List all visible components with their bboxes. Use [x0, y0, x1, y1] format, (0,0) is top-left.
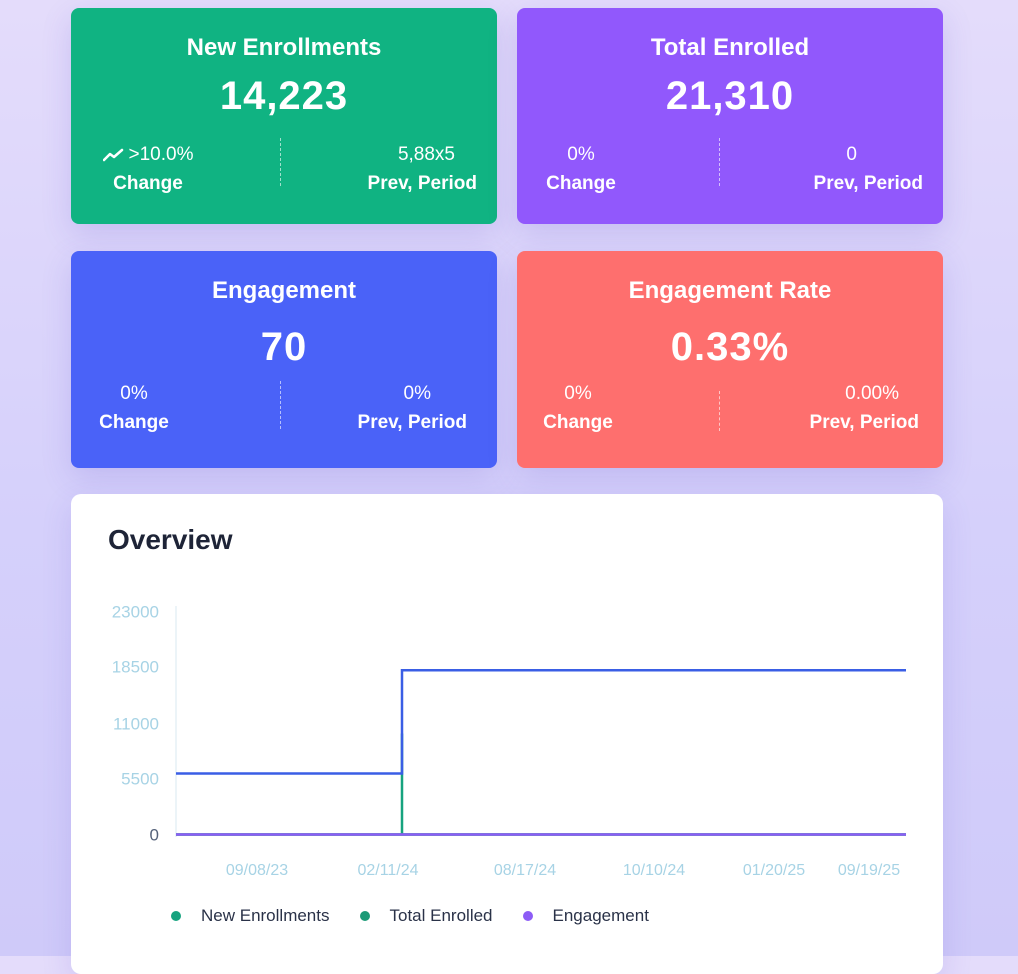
change-value: 0%: [120, 383, 148, 404]
card-value: 70: [260, 325, 308, 369]
change-label: Change: [543, 412, 613, 433]
change-stat: >10.0% Change: [71, 140, 225, 198]
prev-label: Prev, Period: [367, 173, 477, 194]
prev-value: 0%: [403, 383, 431, 404]
change-value: >10.0%: [128, 144, 194, 165]
y-tick-label: 0: [150, 826, 159, 845]
card-value: 21,310: [665, 74, 795, 118]
divider: [719, 138, 720, 186]
prev-label: Prev, Period: [357, 412, 467, 433]
card-title: New Enrollments: [186, 34, 382, 61]
series-line-blue-line: [176, 669, 906, 775]
card-value: 0.33%: [670, 325, 790, 369]
prev-period-stat: 0 Prev, Period: [743, 140, 923, 198]
x-tick-label: 09/19/25: [838, 862, 900, 879]
y-tick-label: 11000: [113, 715, 159, 734]
trend-up-icon: [102, 148, 123, 162]
legend-item[interactable]: Engagement: [522, 906, 649, 926]
change-label: Change: [546, 173, 616, 194]
y-tick-label: 23000: [112, 603, 159, 622]
legend-dot: [359, 911, 370, 921]
divider: [280, 381, 281, 429]
prev-value: 0: [846, 144, 857, 165]
change-label: Change: [99, 412, 169, 433]
x-tick-label: 09/08/23: [226, 862, 288, 879]
prev-value: 0.00%: [845, 383, 899, 404]
engagement-rate-card: Engagement Rate 0.33% 0% Change 0.00% Pr…: [517, 251, 943, 468]
card-title: Engagement Rate: [628, 277, 832, 304]
overview-chart: 0 5500 11000 18500 23000 09/08/23 02/11/24 08/1…: [112, 603, 906, 879]
card-title: Total Enrolled: [650, 34, 810, 61]
y-tick-label: 18500: [112, 658, 159, 677]
legend-label: Total Enrolled: [389, 906, 493, 925]
change-stat: 0% Change: [517, 140, 645, 198]
x-tick-label: 01/20/25: [743, 862, 805, 879]
new-enrollments-card: New Enrollments 14,223 >10.0% Change 5,8…: [71, 8, 497, 224]
prev-period-stat: 0% Prev, Period: [287, 379, 467, 437]
legend-item[interactable]: Total Enrolled: [359, 906, 493, 926]
change-value: 0%: [564, 383, 592, 404]
y-tick-label: 5500: [121, 770, 159, 789]
legend-item[interactable]: New Enrollments: [171, 906, 330, 926]
legend-label: Engagement: [552, 906, 649, 925]
legend-dot: [522, 911, 533, 921]
total-enrolled-card: Total Enrolled 21,310 0% Change 0 Prev, …: [517, 8, 943, 224]
prev-label: Prev, Period: [813, 173, 923, 194]
engagement-card: Engagement 70 0% Change 0% Prev, Period: [71, 251, 497, 468]
prev-label: Prev, Period: [809, 412, 919, 433]
x-tick-label: 02/11/24: [357, 862, 418, 879]
chart-legend: New Enrollments Total Enrolled Engagement: [171, 906, 649, 926]
prev-value: 5,88x5: [397, 144, 455, 165]
legend-dot: [171, 911, 181, 921]
card-title: Engagement: [211, 277, 357, 304]
change-value: 0%: [567, 144, 595, 165]
card-value: 14,223: [219, 74, 349, 118]
x-tick-label: 10/10/24: [623, 862, 685, 879]
change-label: Change: [113, 173, 183, 194]
change-stat: 0% Change: [517, 379, 639, 437]
series-line-new-enrollments: [176, 733, 906, 836]
prev-period-stat: 5,88x5 Prev, Period: [297, 140, 477, 198]
change-stat: 0% Change: [71, 379, 197, 437]
divider: [719, 391, 720, 431]
divider: [280, 138, 281, 186]
legend-label: New Enrollments: [201, 906, 330, 925]
prev-period-stat: 0.00% Prev, Period: [739, 379, 919, 437]
x-tick-label: 08/17/24: [494, 862, 556, 879]
overview-title: Overview: [108, 524, 233, 555]
overview-panel: Overview 0 5500 11000 18500 23000 09/08/23 02/…: [71, 494, 943, 974]
